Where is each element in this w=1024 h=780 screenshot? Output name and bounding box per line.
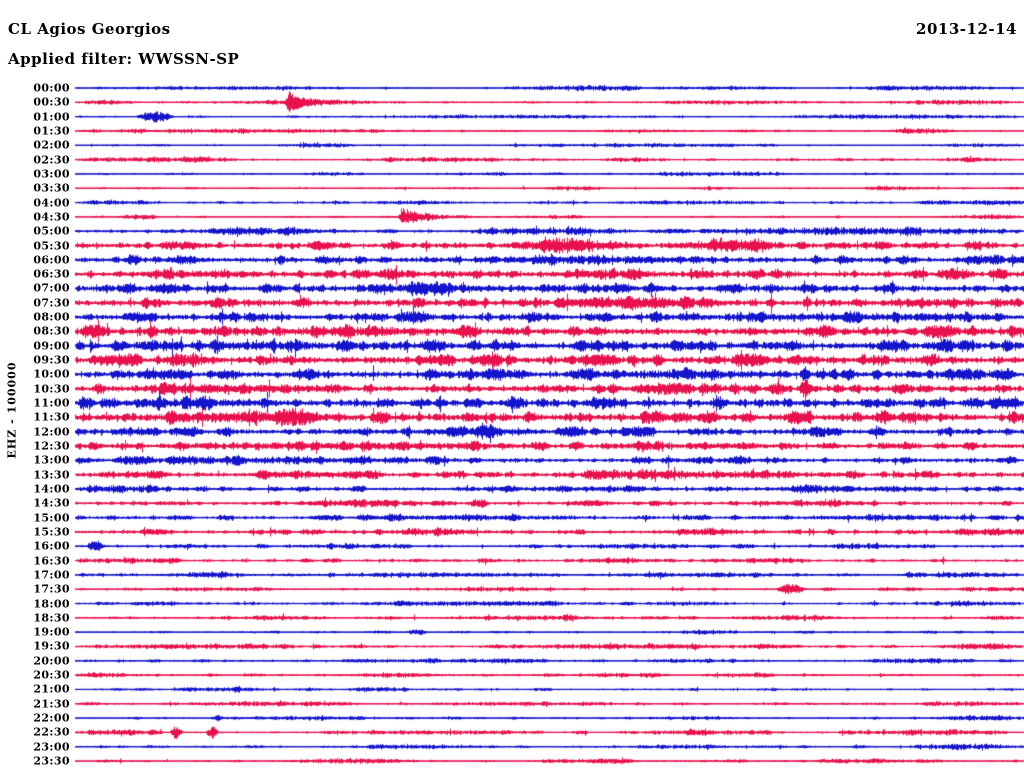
helicorder-canvas	[0, 0, 1024, 780]
helicorder-page: CL Agios Georgios 2013-12-14 Applied fil…	[0, 0, 1024, 780]
